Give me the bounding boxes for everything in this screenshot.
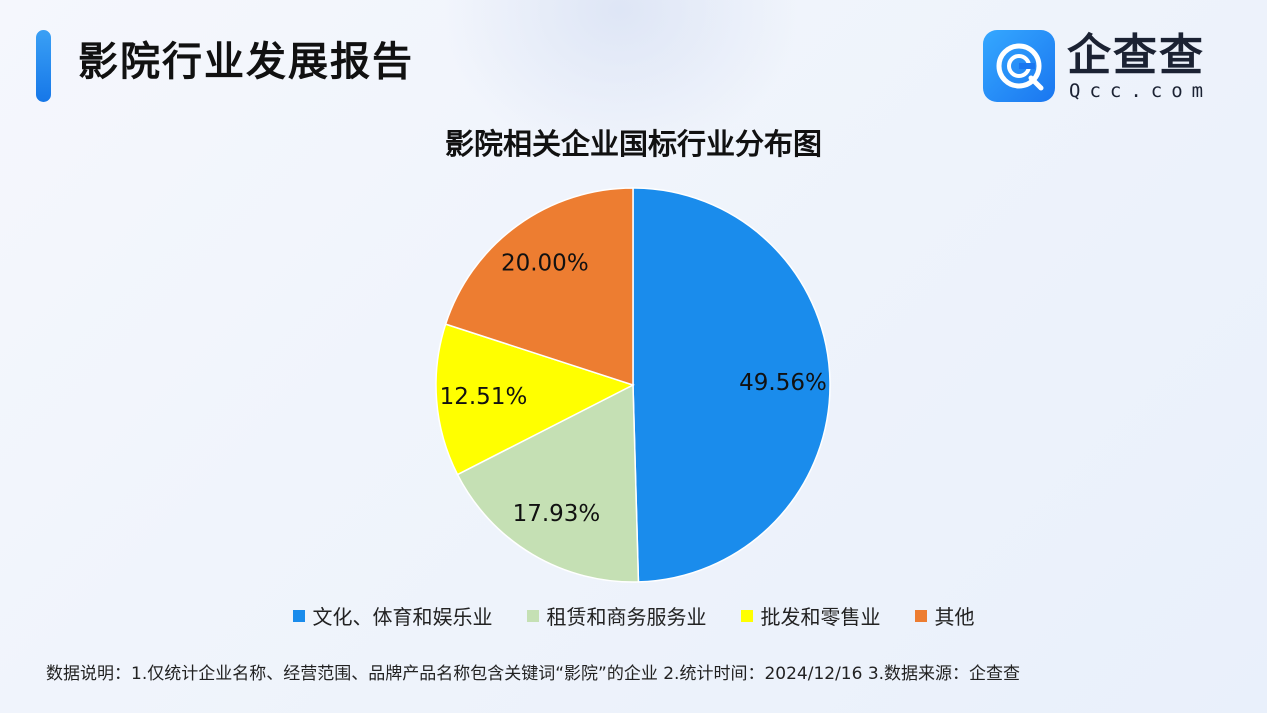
legend-item-1: 租赁和商务服务业 xyxy=(526,601,707,630)
pie-slice-0 xyxy=(632,187,831,583)
legend-label-2: 批发和零售业 xyxy=(760,605,881,629)
pie-slice-3 xyxy=(444,187,634,387)
qcc-logo-domain: Qcc.com xyxy=(1069,80,1213,102)
pie-slice-label-1: 17.93% xyxy=(513,501,601,527)
legend-item-3: 其他 xyxy=(914,601,975,630)
qcc-logo: 企查查 Qcc.com xyxy=(983,30,1223,104)
qcc-logo-wordmark: 企查查 xyxy=(1067,30,1205,81)
legend-label-0: 文化、体育和娱乐业 xyxy=(312,605,493,629)
pie-slice-label-0: 49.56% xyxy=(739,370,827,396)
report-title: 影院行业发展报告 xyxy=(78,39,414,85)
pie-slice-label-2: 12.51% xyxy=(440,384,528,410)
title-accent-bar xyxy=(36,30,51,102)
legend-swatch-0 xyxy=(292,609,305,622)
chart-legend: 文化、体育和娱乐业 租赁和商务服务业 批发和零售业 其他 xyxy=(0,601,1267,630)
chart-title: 影院相关企业国标行业分布图 xyxy=(444,127,822,161)
legend-swatch-1 xyxy=(526,609,539,622)
legend-item-2: 批发和零售业 xyxy=(740,601,881,630)
data-footnote: 数据说明：1.仅统计企业名称、经营范围、品牌产品名称包含关键词“影院”的企业 2… xyxy=(46,664,1021,684)
legend-swatch-2 xyxy=(740,609,753,622)
legend-swatch-3 xyxy=(914,609,927,622)
legend-label-3: 其他 xyxy=(934,605,975,629)
qcc-logo-icon xyxy=(983,30,1055,102)
pie-slice-label-3: 20.00% xyxy=(501,251,589,277)
legend-item-0: 文化、体育和娱乐业 xyxy=(292,601,493,630)
pie-slice-2 xyxy=(435,323,635,476)
pie-slice-1 xyxy=(456,383,640,583)
legend-label-1: 租赁和商务服务业 xyxy=(546,605,707,629)
